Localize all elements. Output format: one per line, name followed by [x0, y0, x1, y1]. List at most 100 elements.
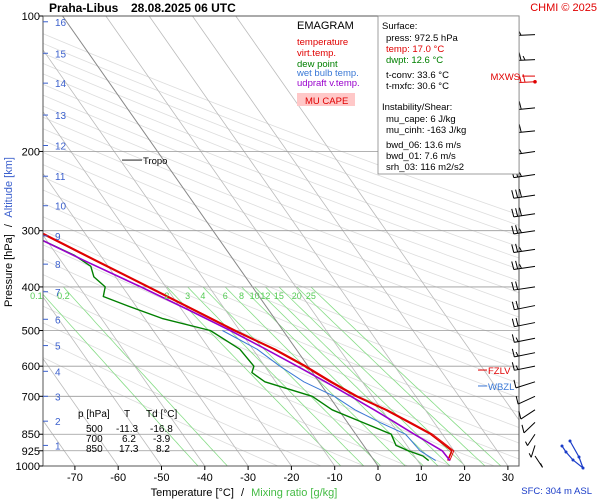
srh-03-value: srh_03: 116 m2/s2	[386, 162, 464, 173]
hodograph-point	[571, 458, 575, 462]
x-axis-tick-label: -20	[283, 472, 299, 484]
y-axis-title: Pressure [hPa] / Altitude [km]	[3, 157, 15, 307]
x-axis-tick-label: -50	[154, 472, 170, 484]
surface-tmxfc: t-mxfc: 30.6 °C	[386, 81, 449, 92]
legend-item-dew-point: dew point	[297, 59, 338, 70]
hodograph-point	[564, 450, 568, 454]
mixing-ratio-label: 10	[250, 291, 260, 301]
isotherms	[43, 16, 519, 466]
y-axis-tick-label: 700	[22, 391, 40, 403]
axis-ticks: -70 -60 -50 -40 -30 -20 -10 0 10 20 30 100 200 300 400…	[16, 11, 515, 484]
mixing-ratio-label: 8	[239, 291, 244, 301]
y-axis-tick-label: 500	[22, 326, 40, 338]
surface-box-frame	[377, 15, 520, 175]
isotherm	[43, 172, 249, 466]
level-annotations: Tropo FZLV WBZL MXWS	[122, 72, 535, 393]
wind-barb	[534, 455, 543, 468]
levels-row-p: 500	[86, 424, 103, 435]
credit-label: CHMI © 2025	[530, 2, 597, 14]
sounding-curves	[43, 232, 455, 462]
altitude-tick-label: 2	[55, 417, 61, 428]
datetime-title: 28.08.2025 06 UTC	[131, 1, 236, 15]
altitude-tick-label: 15	[55, 49, 67, 60]
station-title: Praha-Libus	[49, 1, 119, 15]
mixing-ratio-label: 0.1	[30, 291, 43, 301]
mu-cape-label: MU CAPE	[305, 96, 348, 107]
levels-header-td: Td [°C]	[146, 409, 177, 420]
parcel-curve	[43, 239, 451, 462]
altitude-tick-label: 1	[55, 441, 61, 452]
mixing-ratio-label: 3	[185, 291, 190, 301]
wind-barb	[511, 260, 536, 270]
dry-adiabat	[43, 164, 519, 357]
isotherm	[62, 16, 379, 466]
svg-text:Temperature [°C] /: Temperature [°C] / Mixing ratio [g/kg]	[151, 487, 338, 499]
surface-tconv: t-conv: 33.6 °C	[386, 70, 449, 81]
wetbulb-curve	[222, 330, 436, 462]
wind-barb	[528, 445, 536, 458]
altitude-tick-label: 5	[55, 342, 61, 353]
y-axis-tick-label: 850	[22, 429, 40, 441]
levels-row-td: -16.8	[150, 424, 173, 435]
mu-cape-value: mu_cape: 6 J/kg	[386, 114, 456, 125]
y-axis-title-altitude: Altitude [km]	[3, 157, 15, 218]
dry-adiabat	[43, 83, 519, 270]
legend-item-wet-bulb: wet bulb temp.	[296, 68, 359, 79]
levels-row-p: 700	[86, 434, 103, 445]
dry-adiabat	[43, 52, 519, 237]
legend-item-temperature: temperature	[297, 37, 348, 48]
isotherm	[235, 16, 519, 421]
temperature-curve	[43, 233, 453, 461]
altitude-tick-label: 7	[55, 288, 61, 299]
legend-title: EMAGRAM	[297, 20, 354, 32]
dewpoint-curve	[43, 239, 430, 462]
mixing-ratio-label: 2	[164, 291, 169, 301]
wind-barb	[518, 409, 536, 420]
x-axis-tick-label: 0	[375, 472, 381, 484]
levels-header-p: p [hPa]	[78, 409, 110, 420]
wind-barb	[511, 317, 536, 328]
bwd-01-value: bwd_01: 7.6 m/s	[386, 151, 456, 162]
mixing-ratio-label: 20	[292, 291, 302, 301]
max-wind-label: MXWS	[490, 72, 520, 83]
tropopause-label: Tropo	[143, 156, 167, 167]
wind-barb	[511, 300, 536, 311]
dry-adiabat	[43, 176, 519, 370]
wind-barb	[515, 395, 536, 405]
wind-barb	[511, 243, 536, 253]
wind-barb	[511, 207, 536, 218]
x-axis-tick-label: -60	[110, 472, 126, 484]
y-axis-tick-label: 300	[22, 226, 40, 238]
hodograph-point	[581, 466, 585, 470]
dry-adiabat	[43, 33, 519, 216]
surface-info-box: Surface: press: 972.5 hPa temp: 17.0 °C …	[377, 15, 520, 175]
mixing-ratio-labels: 0.1 0.2 2 3 4 6 8 10 12 15 20 25	[30, 291, 316, 301]
surface-press: press: 972.5 hPa	[386, 33, 459, 44]
mixing-ratio-label: 12	[260, 291, 270, 301]
svg-text:Pressure [hPa] /: Pressure [hPa] / Altitude [km]	[3, 157, 15, 307]
hodograph-trace	[561, 440, 585, 470]
x-axis-tick-label: 10	[415, 472, 427, 484]
virtual-temperature-curve	[43, 232, 455, 461]
isotherm	[43, 234, 206, 466]
y-axis-tick-label: 1000	[16, 461, 40, 473]
surface-elevation-label: SFC: 304 m ASL	[521, 486, 592, 497]
x-axis-title-temperature: Temperature [°C]	[151, 487, 234, 499]
y-axis-tick-label: 200	[22, 147, 40, 159]
altitude-tick-label: 8	[55, 260, 61, 271]
isotherm	[43, 110, 292, 466]
dry-adiabat	[43, 63, 519, 248]
plot-frame	[42, 15, 520, 467]
dry-adiabat	[43, 42, 519, 226]
freezing-level-label: FZLV	[488, 366, 511, 377]
altitude-tick-label: 4	[55, 367, 61, 378]
hodograph	[560, 439, 585, 470]
wind-barb	[525, 433, 536, 446]
dry-adiabat	[43, 105, 519, 294]
dry-adiabat	[43, 189, 519, 384]
isotherm	[43, 358, 119, 466]
altitude-tick-label: 14	[55, 79, 67, 90]
levels-table: p [hPa] T Td [°C] 500 -11.3 -16.8 700 6.…	[78, 409, 177, 455]
dry-adiabat	[43, 202, 519, 399]
